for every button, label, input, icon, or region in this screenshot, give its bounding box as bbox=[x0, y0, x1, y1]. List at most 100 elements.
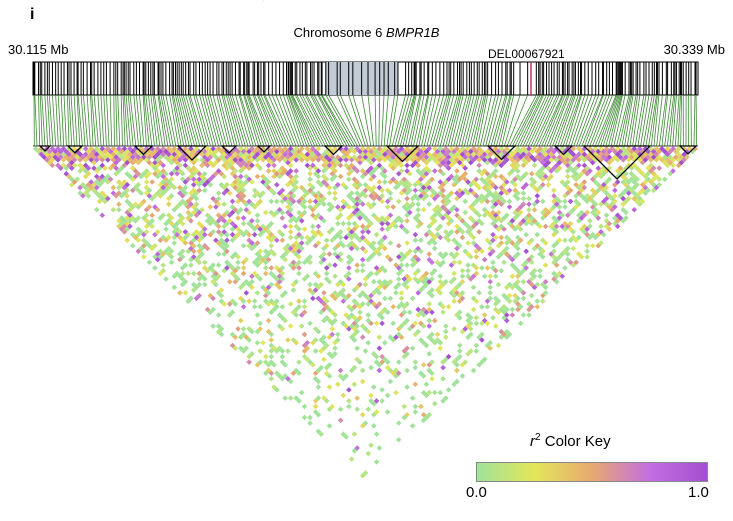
ld-cell bbox=[490, 259, 496, 266]
ld-cell bbox=[177, 151, 183, 158]
ld-cell bbox=[540, 298, 546, 304]
ld-cell bbox=[359, 267, 366, 274]
ld-cell bbox=[606, 220, 613, 227]
ld-cell bbox=[229, 154, 236, 160]
ld-cell bbox=[470, 179, 477, 185]
ld-cell bbox=[296, 298, 302, 304]
snp-connector bbox=[632, 94, 641, 147]
ld-cell bbox=[285, 182, 291, 188]
ld-cell bbox=[567, 220, 574, 227]
ld-cell bbox=[232, 234, 239, 241]
ld-cell bbox=[310, 157, 316, 163]
ld-cell bbox=[304, 356, 311, 363]
ld-cell bbox=[127, 218, 133, 224]
ld-cell bbox=[46, 154, 53, 160]
ld-cell bbox=[351, 381, 358, 388]
ld-cell bbox=[246, 242, 252, 249]
ld-cell bbox=[326, 362, 333, 368]
ld-cell bbox=[351, 326, 358, 332]
ld-cell bbox=[268, 198, 275, 205]
ld-cell bbox=[235, 326, 241, 332]
ld-cell bbox=[268, 248, 275, 255]
ld-cell bbox=[379, 398, 385, 404]
ld-cell bbox=[80, 193, 86, 199]
snp-track bbox=[32, 61, 699, 96]
ld-cell bbox=[445, 165, 452, 171]
ld-cell bbox=[307, 281, 313, 288]
ld-cell bbox=[323, 276, 330, 282]
ld-cell bbox=[179, 198, 186, 205]
ld-cell bbox=[257, 348, 263, 354]
ld-cell bbox=[365, 301, 372, 307]
ld-cell bbox=[517, 320, 524, 327]
ld-cell bbox=[495, 159, 502, 166]
ld-cell bbox=[213, 281, 219, 288]
ld-cell bbox=[312, 370, 319, 376]
ld-cell bbox=[454, 168, 460, 174]
snp-connector bbox=[610, 94, 623, 147]
ld-cell bbox=[481, 317, 488, 324]
snp-connector bbox=[367, 94, 374, 147]
ld-cell bbox=[210, 295, 216, 302]
ld-cell bbox=[598, 184, 604, 191]
ld-cell bbox=[55, 157, 61, 163]
ld-cell bbox=[310, 190, 316, 196]
ld-cell bbox=[118, 165, 125, 171]
ld-cell bbox=[249, 245, 255, 252]
ld-cell bbox=[80, 182, 86, 188]
ld-cell bbox=[182, 279, 189, 285]
ld-cell bbox=[440, 254, 446, 260]
ld-cell bbox=[429, 220, 435, 227]
ld-cell bbox=[479, 320, 485, 327]
ld-cell bbox=[359, 334, 366, 340]
snp-connector bbox=[185, 94, 201, 147]
ld-cell bbox=[359, 472, 366, 479]
ld-cell bbox=[420, 184, 427, 191]
ld-cell bbox=[182, 179, 189, 185]
ld-cell bbox=[401, 176, 408, 183]
snp-connector bbox=[193, 94, 209, 147]
ld-cell bbox=[531, 206, 538, 213]
ld-cell bbox=[581, 168, 588, 174]
ld-cell bbox=[99, 173, 106, 180]
ld-cell bbox=[393, 290, 399, 296]
ld-cell bbox=[226, 190, 233, 196]
ld-cell bbox=[260, 157, 266, 163]
ld-cell bbox=[80, 154, 86, 160]
ld-cell bbox=[279, 348, 286, 354]
ld-cell bbox=[354, 245, 360, 252]
ld-cell bbox=[199, 251, 205, 257]
ld-cell bbox=[592, 179, 599, 185]
ld-cell bbox=[553, 218, 560, 224]
ld-cell bbox=[515, 251, 521, 257]
ld-cell bbox=[664, 151, 671, 158]
snp-connector bbox=[201, 94, 217, 147]
ld-cell bbox=[487, 284, 493, 291]
ld-cell bbox=[601, 231, 607, 238]
ld-cell bbox=[470, 206, 477, 213]
ld-cell bbox=[296, 265, 302, 271]
ld-cell bbox=[625, 190, 632, 196]
ld-cell bbox=[257, 326, 263, 332]
ld-cell bbox=[55, 162, 61, 169]
haplotype-block bbox=[385, 145, 420, 163]
ld-cell bbox=[601, 198, 607, 205]
ld-cell bbox=[238, 173, 244, 180]
ld-cell bbox=[343, 234, 349, 241]
ld-cell bbox=[520, 146, 527, 152]
ld-cell bbox=[254, 201, 261, 207]
ld-cell bbox=[127, 212, 133, 219]
ld-cell bbox=[423, 342, 430, 349]
ld-cell bbox=[168, 220, 175, 227]
ld-cell bbox=[210, 279, 216, 285]
ld-cell bbox=[553, 168, 560, 174]
snp-connector bbox=[311, 94, 340, 147]
ld-cell bbox=[354, 223, 360, 230]
ld-cell bbox=[354, 234, 360, 241]
ld-cell bbox=[218, 287, 225, 293]
ld-cell bbox=[526, 301, 532, 307]
ld-cell bbox=[362, 148, 369, 155]
ld-cell bbox=[337, 173, 344, 180]
ld-cell bbox=[185, 231, 191, 238]
ld-cell bbox=[240, 303, 247, 310]
